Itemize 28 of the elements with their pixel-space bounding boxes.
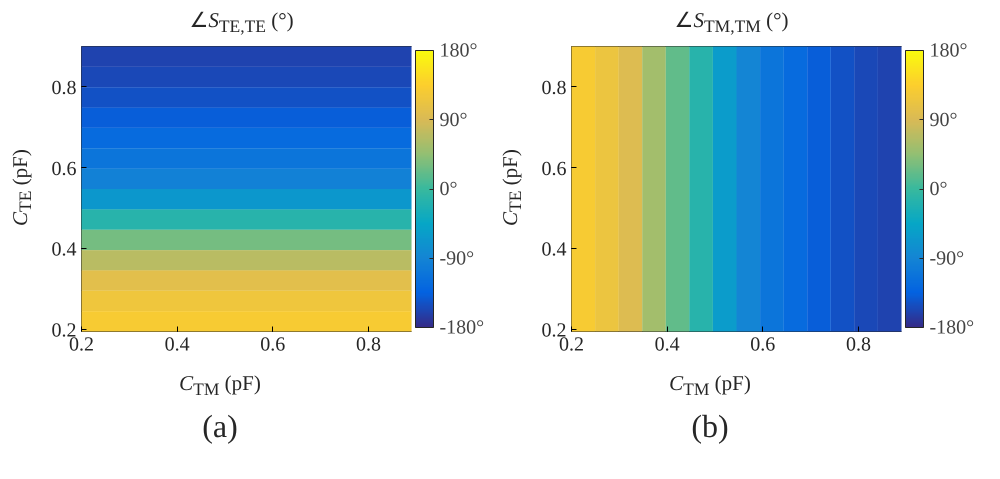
text: (b): [691, 407, 729, 446]
y-tick-label: 0.4: [542, 238, 566, 261]
y-tick-label: 0.4: [52, 238, 76, 261]
y-tick-label: 0.8: [542, 76, 566, 99]
color-bar-label: 180°: [930, 40, 968, 62]
y-tick-label: 0.6: [52, 158, 76, 180]
color-bar-label: 90°: [930, 108, 958, 131]
color-bar-label: -90°: [930, 247, 964, 270]
x-tick-label: 0.6: [750, 334, 776, 356]
color-bar-label: 90°: [440, 108, 468, 131]
x-tick-label: 0.4: [164, 334, 190, 356]
x-axis-title: C$_{TM}$ (pF): [179, 370, 261, 402]
y-tick-label: 0.8: [52, 76, 76, 99]
y-tick-label: 0.6: [542, 158, 566, 180]
color-bar-label: -90°: [440, 247, 474, 270]
x-tick-label: 0.8: [356, 334, 381, 356]
color-bar-label: 180°: [440, 40, 478, 62]
chart-title: ∠S$_{TM,TM}$ (°): [674, 7, 788, 38]
x-tick-label: 0.6: [260, 334, 286, 356]
x-tick-label: 0.8: [846, 334, 871, 356]
color-bar-label: 0°: [440, 178, 458, 200]
color-bar-label: -180°: [440, 316, 484, 338]
text: (a): [202, 407, 238, 446]
color-bar-label: -180°: [930, 316, 974, 338]
x-axis-title: C$_{TM}$ (pF): [669, 370, 751, 402]
color-bar-label: 0°: [930, 178, 948, 200]
x-tick-label: 0.4: [654, 334, 680, 356]
chart-title: ∠S$_{TE,TE}$ (°): [189, 7, 294, 38]
